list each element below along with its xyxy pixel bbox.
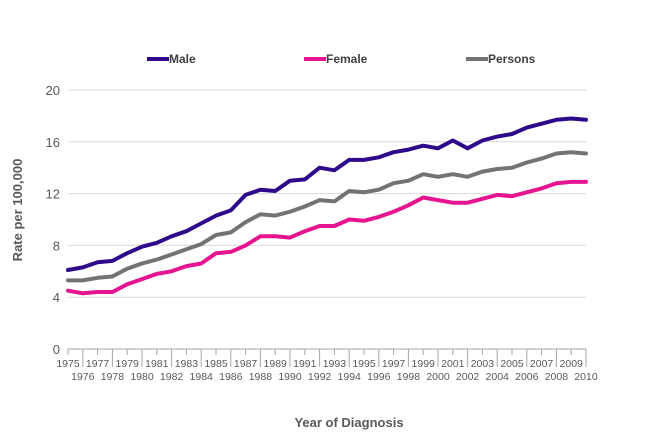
x-tick-label: 2003	[471, 358, 495, 370]
x-tick-label: 1988	[249, 371, 273, 383]
x-tick-label: 1987	[234, 358, 258, 370]
x-tick-label: 2007	[530, 358, 554, 370]
x-tick-label: 1986	[219, 371, 243, 383]
x-tick-label: 1999	[412, 358, 436, 370]
x-tick-label: 2002	[456, 371, 480, 383]
series-line-persons	[66, 150, 588, 283]
x-tick-label: 1996	[367, 371, 391, 383]
x-tick-label: 2000	[426, 371, 450, 383]
y-tick-label: 8	[53, 238, 60, 253]
x-tick-label: 1975	[56, 358, 80, 370]
series-line-male	[66, 116, 588, 272]
x-tick-label: 1976	[71, 371, 95, 383]
x-tick-label: 1977	[86, 358, 110, 370]
x-tick-label: 1979	[116, 358, 140, 370]
x-tick-label: 1983	[175, 358, 199, 370]
x-tick-label: 2006	[515, 371, 539, 383]
x-tick-label: 2009	[560, 358, 584, 370]
legend: Male Female Persons	[147, 52, 536, 66]
x-axis-title: Year of Diagnosis	[294, 415, 403, 430]
x-tick-label: 2008	[545, 371, 569, 383]
x-tick-label: 1992	[308, 371, 332, 383]
x-tick-label: 1984	[190, 371, 214, 383]
legend-label-female: Female	[326, 52, 368, 66]
legend-label-male: Male	[169, 52, 196, 66]
series-lines	[66, 116, 588, 296]
y-tick-label: 20	[46, 83, 60, 98]
y-tick-label: 12	[46, 187, 60, 202]
y-tick-label: 16	[46, 135, 60, 150]
x-tick-label: 1981	[145, 358, 169, 370]
y-tick-label: 4	[53, 290, 60, 305]
x-tick-label: 1993	[323, 358, 347, 370]
x-tick-label: 1990	[278, 371, 302, 383]
x-tick-label: 1994	[338, 371, 362, 383]
x-tick-label: 2004	[486, 371, 510, 383]
x-tick-label: 1982	[160, 371, 184, 383]
x-tick-label: 1998	[397, 371, 421, 383]
legend-label-persons: Persons	[488, 52, 536, 66]
x-tick-label: 2010	[574, 371, 598, 383]
series-line-female	[66, 179, 588, 296]
x-tick-label: 1991	[293, 358, 317, 370]
axes: 0481216201975197619771978197919801981198…	[46, 83, 598, 383]
x-tick-label: 1989	[264, 358, 288, 370]
y-tick-label: 0	[53, 342, 60, 357]
x-tick-label: 2005	[500, 358, 524, 370]
x-tick-label: 2001	[441, 358, 465, 370]
x-tick-label: 1997	[382, 358, 406, 370]
x-tick-label: 1980	[130, 371, 154, 383]
gridlines	[68, 89, 586, 298]
x-tick-label: 1985	[204, 358, 228, 370]
y-axis-title: Rate per 100,000	[10, 159, 25, 262]
x-tick-label: 1978	[101, 371, 125, 383]
x-tick-label: 1995	[352, 358, 376, 370]
